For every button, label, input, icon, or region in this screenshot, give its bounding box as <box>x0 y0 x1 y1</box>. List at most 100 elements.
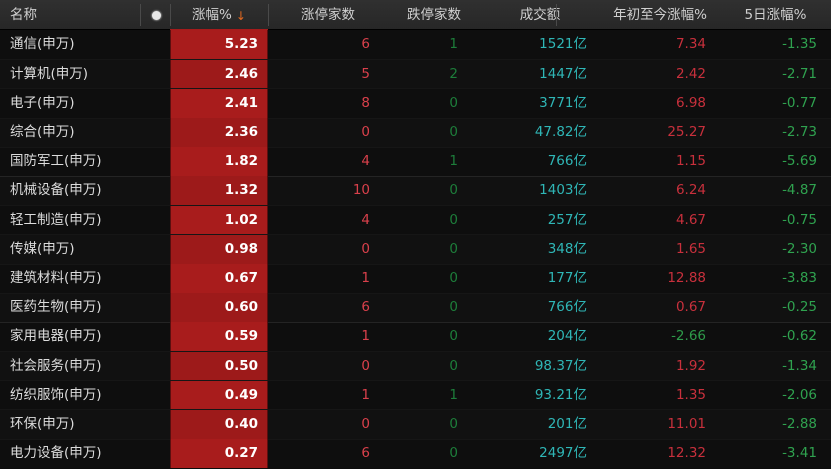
cell-five-day-change: -1.34 <box>782 357 817 374</box>
table-row[interactable]: 国防军工(申万) 1.82 4 1 766亿 1.15 -5.69 <box>0 146 831 177</box>
cell-sector-name: 传媒(申万) <box>10 240 75 257</box>
cell-change-percent: 1.32 <box>170 176 268 206</box>
band-edge <box>267 118 268 148</box>
band-edge <box>170 264 171 294</box>
cell-change-percent: 1.82 <box>170 147 268 177</box>
cell-limit-down-count: 0 <box>449 415 458 432</box>
column-header-five-day-change-label: 5日涨幅% <box>744 6 807 23</box>
cell-ytd-change: 6.24 <box>675 182 706 199</box>
cell-limit-up-count: 0 <box>361 124 370 141</box>
cell-turnover: 201亿 <box>547 415 587 432</box>
column-header-name[interactable]: 名称 <box>0 0 170 30</box>
cell-limit-up-count: 4 <box>361 211 370 228</box>
table-row[interactable]: 传媒(申万) 0.98 0 0 348亿 1.65 -2.30 <box>0 234 831 264</box>
band-edge <box>267 30 268 60</box>
cell-limit-up-count: 6 <box>361 36 370 52</box>
cell-five-day-change: -2.73 <box>782 124 817 141</box>
cell-limit-down-count: 0 <box>449 328 458 345</box>
cell-five-day-change: -2.30 <box>782 240 817 257</box>
band-edge <box>170 322 171 352</box>
cell-five-day-change: -5.69 <box>782 153 817 170</box>
band-edge <box>267 205 268 235</box>
table-row[interactable]: 建筑材料(申万) 0.67 1 0 177亿 12.88 -3.83 <box>0 263 831 294</box>
cell-five-day-change: -0.62 <box>782 328 817 345</box>
cell-limit-down-count: 0 <box>449 357 458 374</box>
cell-change-percent: 2.46 <box>170 59 268 89</box>
table-row[interactable]: 轻工制造(申万) 1.02 4 0 257亿 4.67 -0.75 <box>0 205 831 235</box>
cell-limit-down-count: 0 <box>449 270 458 286</box>
cell-turnover: 2497亿 <box>539 445 587 462</box>
cell-turnover: 1521亿 <box>539 36 587 52</box>
cell-limit-down-count: 0 <box>449 182 458 199</box>
band-edge <box>170 88 171 119</box>
column-header-change[interactable]: 涨幅% ↓ <box>170 0 268 30</box>
table-row[interactable]: 综合(申万) 2.36 0 0 47.82亿 25.27 -2.73 <box>0 117 831 148</box>
cell-limit-up-count: 6 <box>361 299 370 316</box>
band-edge <box>170 234 171 264</box>
column-header-turnover[interactable]: 成交额 <box>480 0 600 30</box>
column-header-five-day-change[interactable]: 5日涨幅% <box>720 0 831 30</box>
column-header-limit-down-count[interactable]: 跌停家数 <box>388 0 480 30</box>
cell-turnover: 1403亿 <box>539 182 587 199</box>
cell-sector-name: 通信(申万) <box>10 36 75 52</box>
cell-limit-up-count: 0 <box>361 240 370 257</box>
table-row[interactable]: 纺织服饰(申万) 0.49 1 1 93.21亿 1.35 -2.06 <box>0 380 831 410</box>
table-row[interactable]: 通信(申万) 5.23 6 1 1521亿 7.34 -1.35 <box>0 30 831 60</box>
cell-ytd-change: 0.67 <box>675 299 706 316</box>
cell-limit-up-count: 0 <box>361 415 370 432</box>
column-header-limit-up-count-label: 涨停家数 <box>301 6 355 23</box>
cell-ytd-change: 12.32 <box>667 445 706 462</box>
cell-five-day-change: -0.77 <box>782 94 817 111</box>
cell-ytd-change: 12.88 <box>667 270 706 286</box>
cell-turnover: 47.82亿 <box>534 124 587 141</box>
table-header-row: 名称 涨幅% ↓ 涨停家数 跌停家数 成交额 年初至今涨幅% 5日涨幅% <box>0 0 831 30</box>
cell-turnover: 177亿 <box>547 270 587 286</box>
column-header-name-label: 名称 <box>10 6 37 23</box>
cell-turnover: 98.37亿 <box>534 357 587 374</box>
cell-limit-down-count: 0 <box>449 299 458 316</box>
cell-sector-name: 社会服务(申万) <box>10 357 102 374</box>
cell-limit-down-count: 0 <box>449 124 458 141</box>
circle-dot-icon[interactable] <box>152 11 161 20</box>
band-edge <box>267 351 268 381</box>
table-row[interactable]: 电力设备(申万) 0.27 6 0 2497亿 12.32 -3.41 <box>0 438 831 469</box>
cell-change-percent: 2.41 <box>170 88 268 119</box>
cell-five-day-change: -2.88 <box>782 415 817 432</box>
table-row[interactable]: 社会服务(申万) 0.50 0 0 98.37亿 1.92 -1.34 <box>0 351 831 381</box>
cell-limit-up-count: 1 <box>361 328 370 345</box>
arrow-down-icon[interactable]: ↓ <box>235 8 246 23</box>
cell-change-percent: 2.36 <box>170 118 268 148</box>
cell-ytd-change: 25.27 <box>667 124 706 141</box>
cell-change-percent: 0.50 <box>170 351 268 381</box>
cell-sector-name: 建筑材料(申万) <box>10 270 102 286</box>
band-edge <box>170 30 171 60</box>
band-edge <box>170 293 171 323</box>
cell-turnover: 766亿 <box>547 299 587 316</box>
cell-change-percent: 0.59 <box>170 322 268 352</box>
table-row[interactable]: 环保(申万) 0.40 0 0 201亿 11.01 -2.88 <box>0 409 831 440</box>
cell-turnover: 1447亿 <box>539 65 587 82</box>
cell-change-percent: 0.40 <box>170 409 268 440</box>
cell-ytd-change: -2.66 <box>671 328 706 345</box>
band-edge <box>170 176 171 206</box>
column-header-limit-up-count[interactable]: 涨停家数 <box>268 0 388 30</box>
cell-limit-down-count: 0 <box>449 445 458 462</box>
table-row[interactable]: 机械设备(申万) 1.32 10 0 1403亿 6.24 -4.87 <box>0 175 831 206</box>
cell-sector-name: 电子(申万) <box>10 94 75 111</box>
cell-turnover: 204亿 <box>547 328 587 345</box>
cell-turnover: 257亿 <box>547 211 587 228</box>
table-row[interactable]: 医药生物(申万) 0.60 6 0 766亿 0.67 -0.25 <box>0 292 831 323</box>
band-edge <box>267 439 268 469</box>
cell-limit-up-count: 1 <box>361 386 370 403</box>
table-row[interactable]: 家用电器(申万) 0.59 1 0 204亿 -2.66 -0.62 <box>0 321 831 352</box>
table-row[interactable]: 计算机(申万) 2.46 5 2 1447亿 2.42 -2.71 <box>0 59 831 89</box>
cell-five-day-change: -1.35 <box>782 36 817 52</box>
cell-limit-down-count: 1 <box>449 386 458 403</box>
column-header-ytd-change[interactable]: 年初至今涨幅% <box>600 0 720 30</box>
band-edge <box>267 147 268 177</box>
band-edge <box>170 59 171 89</box>
table-row[interactable]: 电子(申万) 2.41 8 0 3771亿 6.98 -0.77 <box>0 88 831 119</box>
cell-limit-up-count: 6 <box>361 445 370 462</box>
cell-five-day-change: -3.41 <box>782 445 817 462</box>
